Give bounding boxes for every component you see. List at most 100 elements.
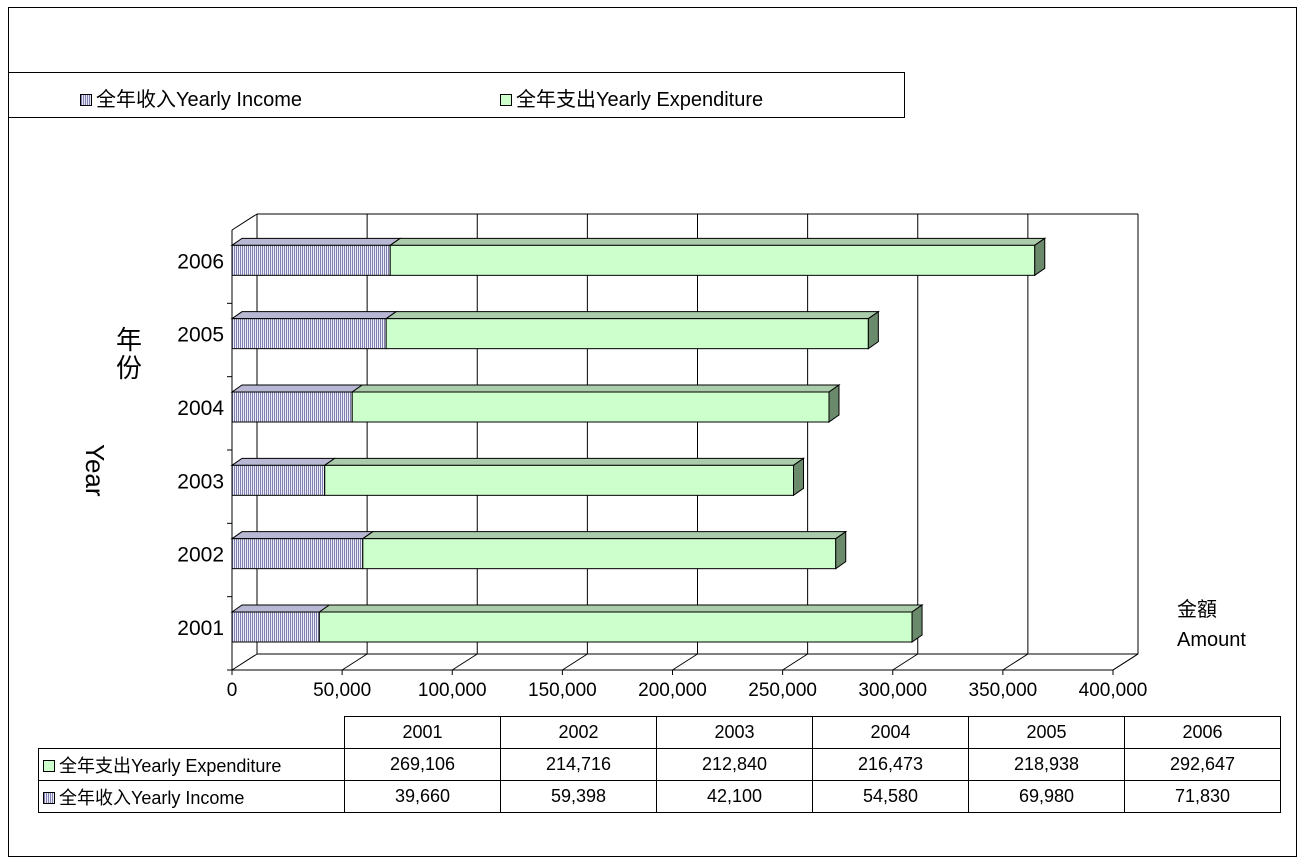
y-tick-label: 2002 bbox=[177, 544, 224, 567]
x-tick-label: 200,000 bbox=[638, 680, 707, 701]
income-bar bbox=[231, 318, 387, 350]
expenditure-bar bbox=[389, 244, 1036, 276]
expenditure-swatch-icon bbox=[500, 94, 512, 106]
table-cell: 218,938 bbox=[968, 748, 1125, 781]
expenditure-bar bbox=[351, 391, 830, 423]
table-header-row: 2001 2002 2003 2004 2005 2006 bbox=[39, 716, 1281, 749]
floor-gridline bbox=[1112, 653, 1139, 671]
x-axis-label: 金額 Amount bbox=[1177, 595, 1246, 655]
table-cell: 59,398 bbox=[500, 780, 657, 813]
table-row-label: 全年支出Yearly Expenditure bbox=[38, 748, 345, 781]
income-bar-top bbox=[230, 237, 402, 246]
x-tick-label: 300,000 bbox=[858, 680, 927, 701]
floor-gridline bbox=[231, 653, 258, 671]
table-cell: 292,647 bbox=[1124, 748, 1281, 781]
y-tick-label: 2001 bbox=[177, 617, 224, 640]
expenditure-bar-side bbox=[793, 457, 805, 497]
table-cell: 214,716 bbox=[500, 748, 657, 781]
floor-gridline bbox=[1002, 653, 1029, 671]
expenditure-swatch-icon bbox=[43, 759, 55, 772]
x-axis-label-english: Amount bbox=[1177, 629, 1246, 651]
x-tick-label: 0 bbox=[227, 680, 238, 701]
y-tick-label: 2003 bbox=[177, 470, 224, 493]
table-row-label-text: 全年支出Yearly Expenditure bbox=[59, 755, 282, 776]
income-bar bbox=[231, 611, 320, 643]
income-bar-top bbox=[230, 457, 337, 466]
table-cell: 71,830 bbox=[1124, 780, 1281, 813]
y-tick-label: 2006 bbox=[177, 250, 224, 273]
legend-item-income: 全年收入Yearly Income bbox=[80, 89, 302, 111]
expenditure-bar bbox=[324, 464, 795, 496]
y-axis-label-chinese: 年份 bbox=[115, 325, 142, 383]
table-corner bbox=[39, 717, 345, 749]
table-header-cell: 2005 bbox=[968, 716, 1125, 749]
expenditure-bar-side bbox=[835, 530, 847, 570]
table-cell: 54,580 bbox=[812, 780, 969, 813]
table-header-cell: 2002 bbox=[500, 716, 657, 749]
expenditure-bar-top bbox=[317, 604, 924, 613]
table-row: 全年支出Yearly Expenditure 269,106 214,716 212,… bbox=[38, 748, 1281, 781]
expenditure-bar bbox=[385, 318, 869, 350]
table-row: 全年收入Yearly Income 39,660 59,398 42,100 54,58… bbox=[38, 780, 1281, 813]
expenditure-bar-top bbox=[323, 457, 806, 466]
legend-label-income: 全年收入Yearly Income bbox=[96, 89, 302, 111]
expenditure-bar-top bbox=[388, 237, 1047, 246]
x-tick-label: 150,000 bbox=[528, 680, 597, 701]
floor-gridline bbox=[672, 653, 698, 671]
income-bar bbox=[231, 391, 353, 423]
x-tick-label: 100,000 bbox=[418, 680, 487, 701]
plot-area bbox=[231, 213, 1139, 671]
table-header-cell: 2006 bbox=[1124, 716, 1281, 749]
income-bar bbox=[231, 538, 364, 570]
expenditure-bar-side bbox=[1034, 237, 1046, 277]
table-header-cell: 2001 bbox=[344, 716, 501, 749]
floor-gridline bbox=[341, 653, 368, 671]
x-tick-label: 250,000 bbox=[748, 680, 817, 701]
expenditure-bar bbox=[318, 611, 913, 643]
expenditure-bar-top bbox=[350, 384, 841, 393]
income-bar bbox=[231, 244, 391, 276]
table-header-cell: 2004 bbox=[812, 716, 969, 749]
floor-gridline bbox=[782, 653, 808, 671]
legend: 全年收入Yearly Income 全年支出Yearly Expenditure bbox=[8, 72, 905, 118]
income-swatch-icon bbox=[80, 94, 92, 106]
x-tick-label: 50,000 bbox=[313, 680, 371, 701]
expenditure-bar-top bbox=[384, 311, 880, 320]
y-axis-label-english: Year bbox=[80, 444, 110, 497]
table-header-cell: 2003 bbox=[656, 716, 813, 749]
income-bar bbox=[231, 464, 326, 496]
x-axis: 0 50,000 100,000 150,000 200,000 250,000 300,0… bbox=[177, 250, 1147, 701]
floor-gridline bbox=[562, 653, 588, 671]
left-wall-top bbox=[231, 213, 258, 231]
table-cell: 42,100 bbox=[656, 780, 813, 813]
x-tick-label: 350,000 bbox=[969, 680, 1038, 701]
y-tick-label: 2005 bbox=[177, 324, 224, 347]
table-row-label: 全年收入Yearly Income bbox=[38, 780, 345, 813]
table-cell: 216,473 bbox=[812, 748, 969, 781]
table-cell: 69,980 bbox=[968, 780, 1125, 813]
legend-item-expenditure: 全年支出Yearly Expenditure bbox=[500, 89, 763, 111]
floor-gridline bbox=[892, 653, 919, 671]
x-axis-label-chinese: 金額 bbox=[1177, 599, 1217, 621]
data-table: 2001 2002 2003 2004 2005 2006 全年支出Yearly Expen… bbox=[38, 716, 1281, 813]
table-cell: 212,840 bbox=[656, 748, 813, 781]
floor-gridline bbox=[451, 653, 478, 671]
expenditure-bar-top bbox=[361, 531, 848, 540]
bars bbox=[230, 237, 1047, 643]
income-bar-top bbox=[230, 604, 331, 613]
y-tick-label: 2004 bbox=[177, 397, 224, 420]
income-bar-top bbox=[230, 311, 398, 320]
table-cell: 269,106 bbox=[344, 748, 501, 781]
expenditure-bar-side bbox=[828, 384, 840, 423]
expenditure-bar-side bbox=[867, 310, 879, 350]
income-swatch-icon bbox=[43, 791, 55, 804]
table-cell: 39,660 bbox=[344, 780, 501, 813]
expenditure-bar-side bbox=[911, 604, 923, 643]
x-tick-label: 400,000 bbox=[1079, 680, 1148, 701]
table-row-label-text: 全年收入Yearly Income bbox=[59, 787, 245, 808]
plot-background bbox=[232, 214, 1138, 670]
income-bar-top bbox=[230, 531, 375, 540]
legend-label-expenditure: 全年支出Yearly Expenditure bbox=[516, 89, 764, 111]
income-bar-top bbox=[230, 384, 364, 393]
